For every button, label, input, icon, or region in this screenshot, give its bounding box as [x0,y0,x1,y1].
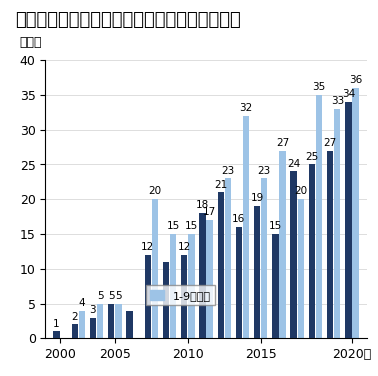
Bar [71,324,78,338]
Bar [243,116,249,338]
Text: 3: 3 [90,305,96,315]
Text: 2: 2 [71,312,78,322]
Bar [254,206,260,338]
Bar [163,262,169,338]
Text: 27: 27 [324,138,337,148]
Bar [170,234,176,338]
Text: 4: 4 [79,298,85,308]
Text: 23: 23 [221,166,234,176]
Text: 12: 12 [141,242,154,252]
Bar [97,304,103,338]
Legend: 1-9月累計: 1-9月累計 [146,285,215,305]
Bar [345,102,352,338]
Bar [108,304,115,338]
Bar [144,255,151,338]
Bar [225,179,231,338]
Bar [309,165,315,338]
Bar [327,150,333,338]
Text: 36: 36 [349,75,362,85]
Bar [334,109,341,338]
Bar [126,311,133,338]
Text: 35: 35 [313,82,326,92]
Text: 19: 19 [251,194,264,203]
Text: （件）: （件） [20,36,42,49]
Text: 33: 33 [331,96,344,106]
Text: 15: 15 [166,221,180,231]
Text: 5: 5 [108,291,115,301]
Text: 15: 15 [269,221,282,231]
Text: 17: 17 [203,208,216,217]
Bar [261,179,268,338]
Bar [181,255,187,338]
Text: ラーメン店の倒産はハイペースで推移している: ラーメン店の倒産はハイペースで推移している [15,11,241,29]
Bar [188,234,195,338]
Text: 32: 32 [239,103,253,113]
Text: 24: 24 [287,159,300,169]
Text: 27: 27 [276,138,289,148]
Text: 5: 5 [97,291,104,301]
Bar [236,227,242,338]
Bar [53,332,60,338]
Text: 20: 20 [294,186,307,197]
Bar [79,311,85,338]
Bar [217,192,224,338]
Text: 1: 1 [53,319,60,329]
Bar [115,304,121,338]
Bar [152,199,158,338]
Text: 15: 15 [185,221,198,231]
Bar [206,220,213,338]
Text: 21: 21 [214,180,227,190]
Bar [279,150,286,338]
Bar [272,234,279,338]
Text: 25: 25 [305,152,319,162]
Bar [291,171,297,338]
Text: 23: 23 [258,166,271,176]
Text: 5: 5 [115,291,122,301]
Text: 16: 16 [232,214,246,224]
Bar [297,199,304,338]
Text: 34: 34 [342,89,355,99]
Text: 20: 20 [148,186,161,197]
Bar [199,213,206,338]
Bar [90,317,96,338]
Text: 18: 18 [196,200,209,211]
Bar [352,88,359,338]
Text: 12: 12 [178,242,191,252]
Bar [316,95,322,338]
